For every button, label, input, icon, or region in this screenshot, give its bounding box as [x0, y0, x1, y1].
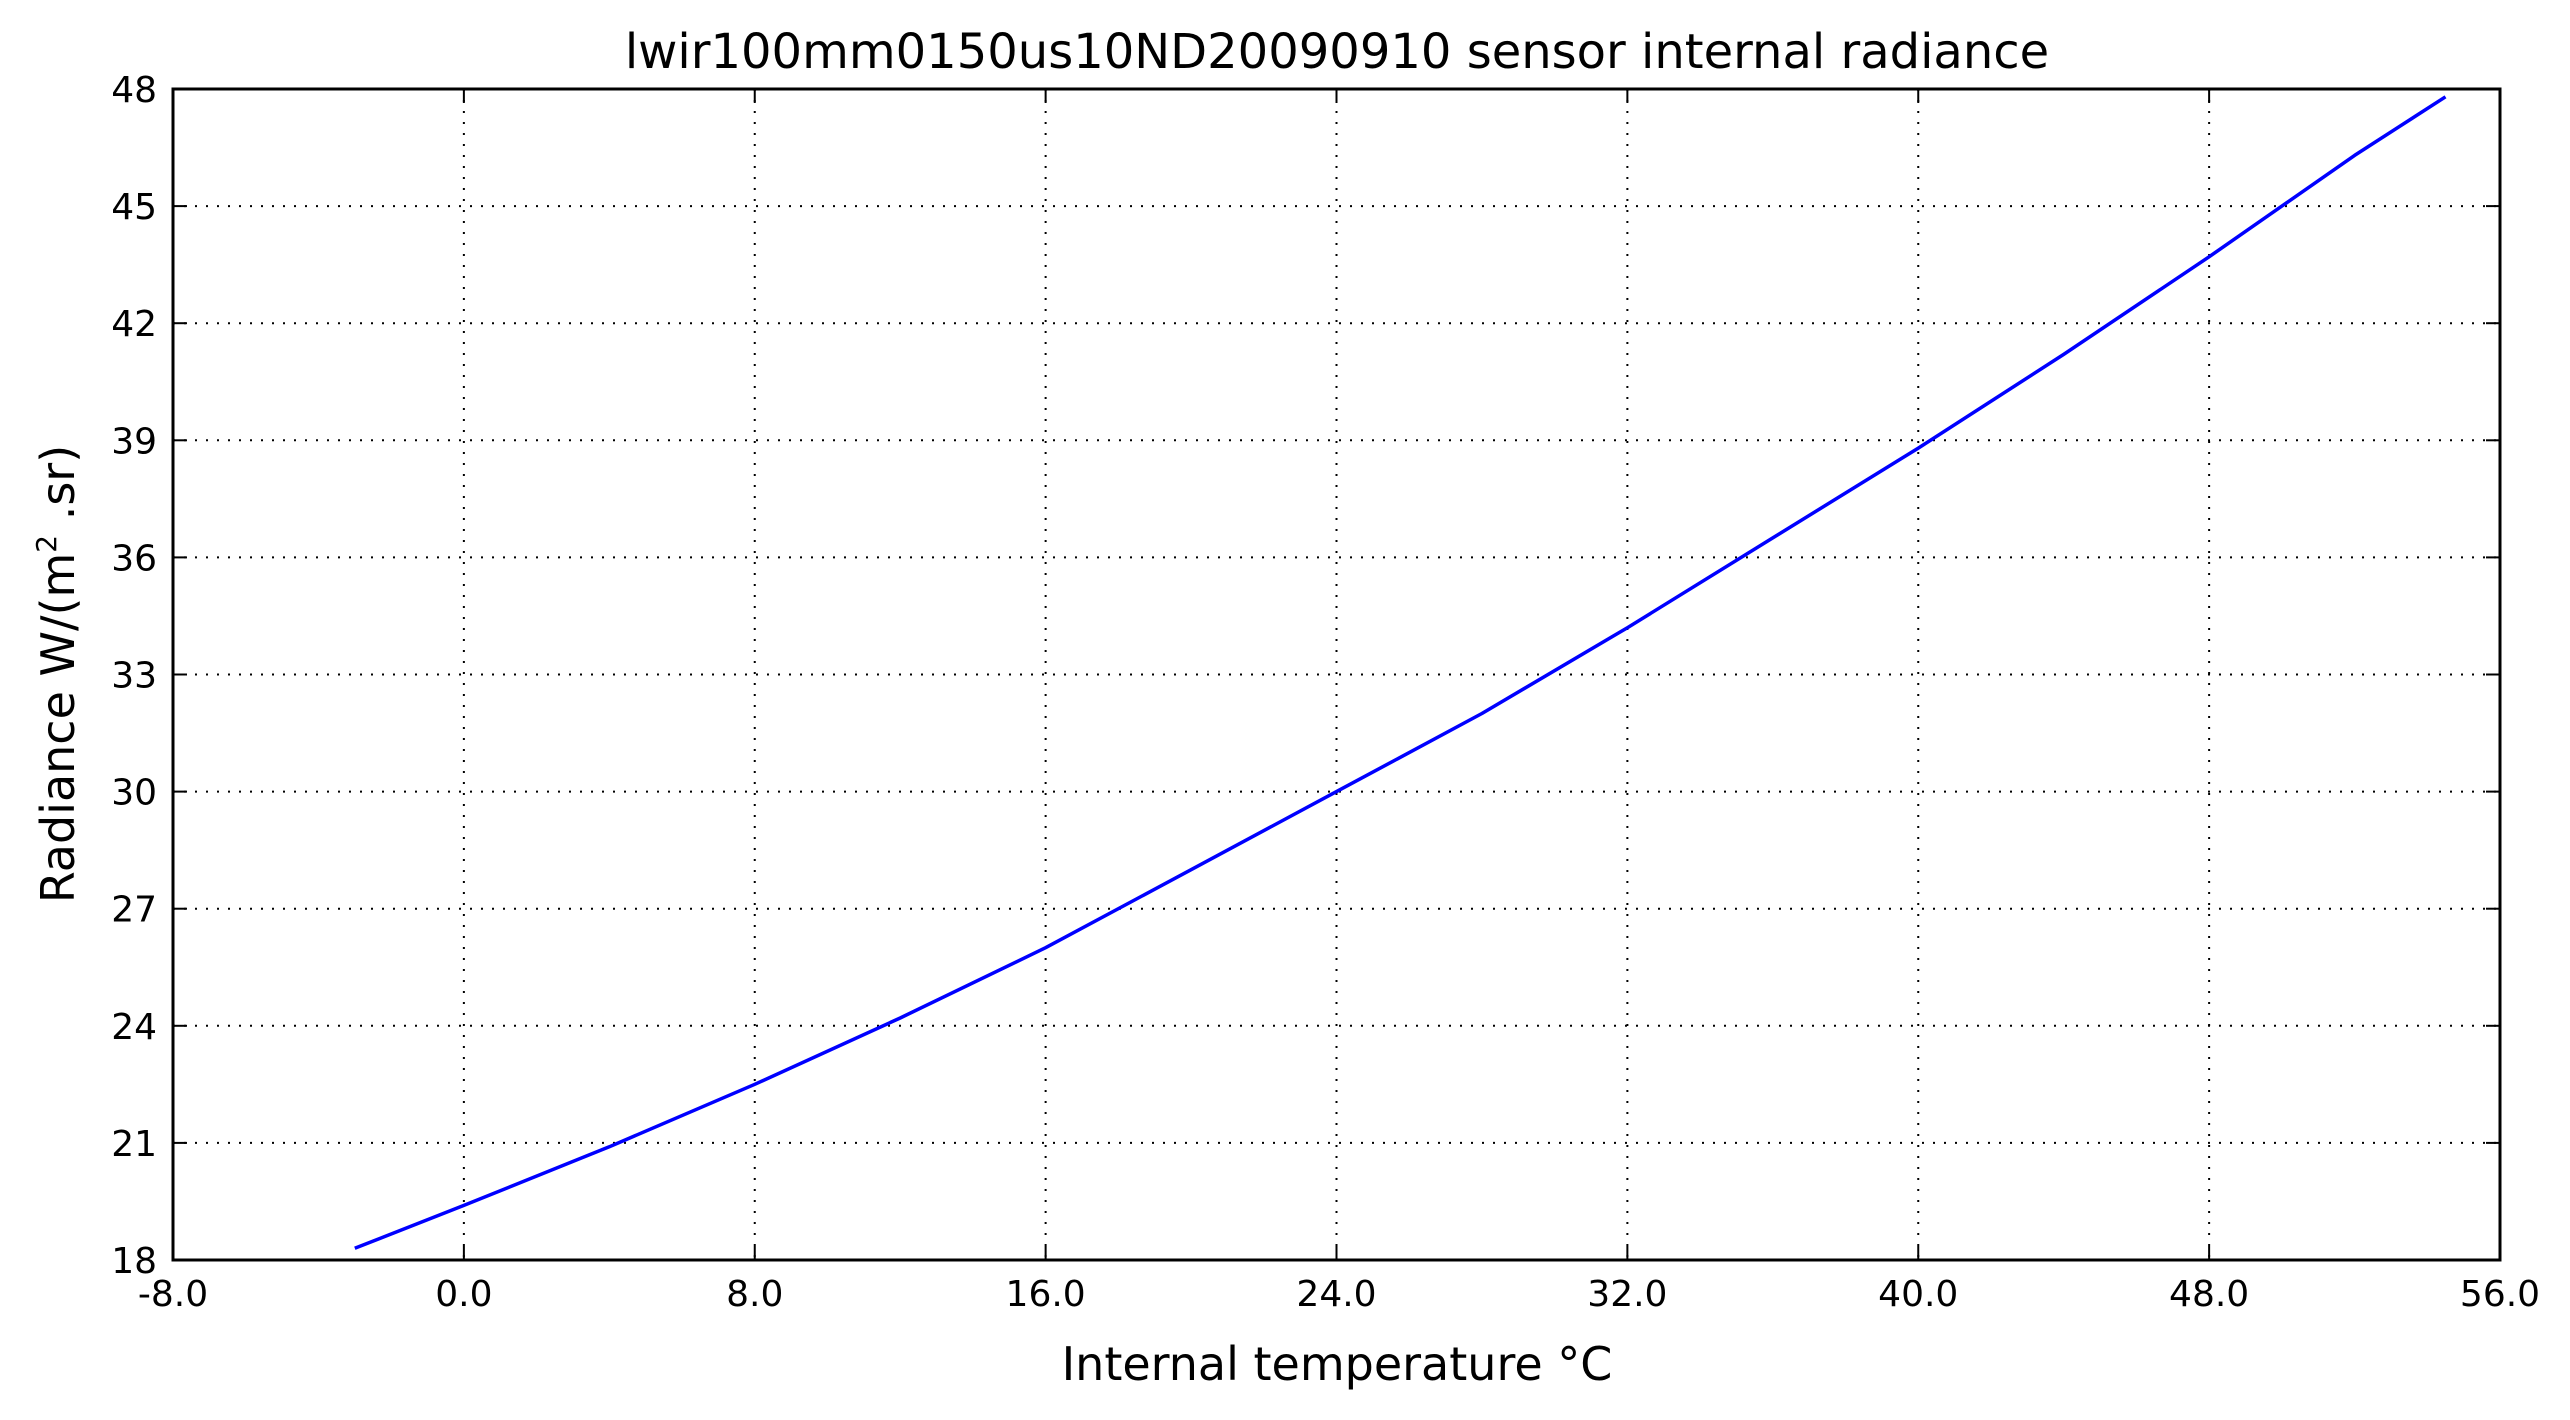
x-tick-label: 0.0: [435, 1274, 492, 1315]
y-axis-ticks: 18 21 24 27 30 33 36 39 42 45 48: [111, 70, 2500, 1282]
x-tick-label: 48.0: [2169, 1274, 2249, 1315]
y-axis-label-tail: .sr): [31, 445, 85, 535]
x-tick-label: 32.0: [1587, 1274, 1667, 1315]
x-tick-label: 56.0: [2460, 1274, 2540, 1315]
x-tick-label: 24.0: [1296, 1274, 1376, 1315]
y-axis-label-main: Radiance W/(m: [31, 553, 85, 903]
x-tick-label: 40.0: [1878, 1274, 1958, 1315]
y-tick-label: 39: [111, 421, 157, 462]
y-tick-label: 21: [111, 1124, 157, 1165]
y-tick-label: 27: [111, 890, 157, 931]
y-tick-label: 45: [111, 187, 157, 228]
x-tick-label: 16.0: [1006, 1274, 1086, 1315]
y-axis-label: Radiance W/(m2 .sr): [30, 445, 85, 903]
plot-frame: [171, 87, 2502, 1262]
x-axis-ticks: -8.0 0.0 8.0 16.0 24.0 32.0 40.0 48.0 56.0: [138, 89, 2540, 1315]
chart-title: lwir100mm0150us10ND20090910 sensor inter…: [625, 24, 2049, 80]
y-tick-label: 33: [111, 656, 157, 697]
y-tick-label: 36: [111, 538, 157, 579]
y-tick-label: 42: [111, 304, 157, 345]
y-tick-label: 30: [111, 773, 157, 814]
data-line-group: [354, 95, 2447, 1250]
series-line: [354, 95, 2447, 1250]
x-axis-label: Internal temperature °C: [1062, 1337, 1613, 1391]
grid: [173, 89, 2500, 1260]
y-tick-label: 48: [111, 70, 157, 111]
y-tick-label: 18: [111, 1241, 157, 1282]
y-tick-label: 24: [111, 1007, 157, 1048]
x-tick-label: -8.0: [138, 1274, 208, 1315]
x-tick-label: 8.0: [726, 1274, 783, 1315]
y-axis-label-superscript: 2: [30, 535, 63, 553]
